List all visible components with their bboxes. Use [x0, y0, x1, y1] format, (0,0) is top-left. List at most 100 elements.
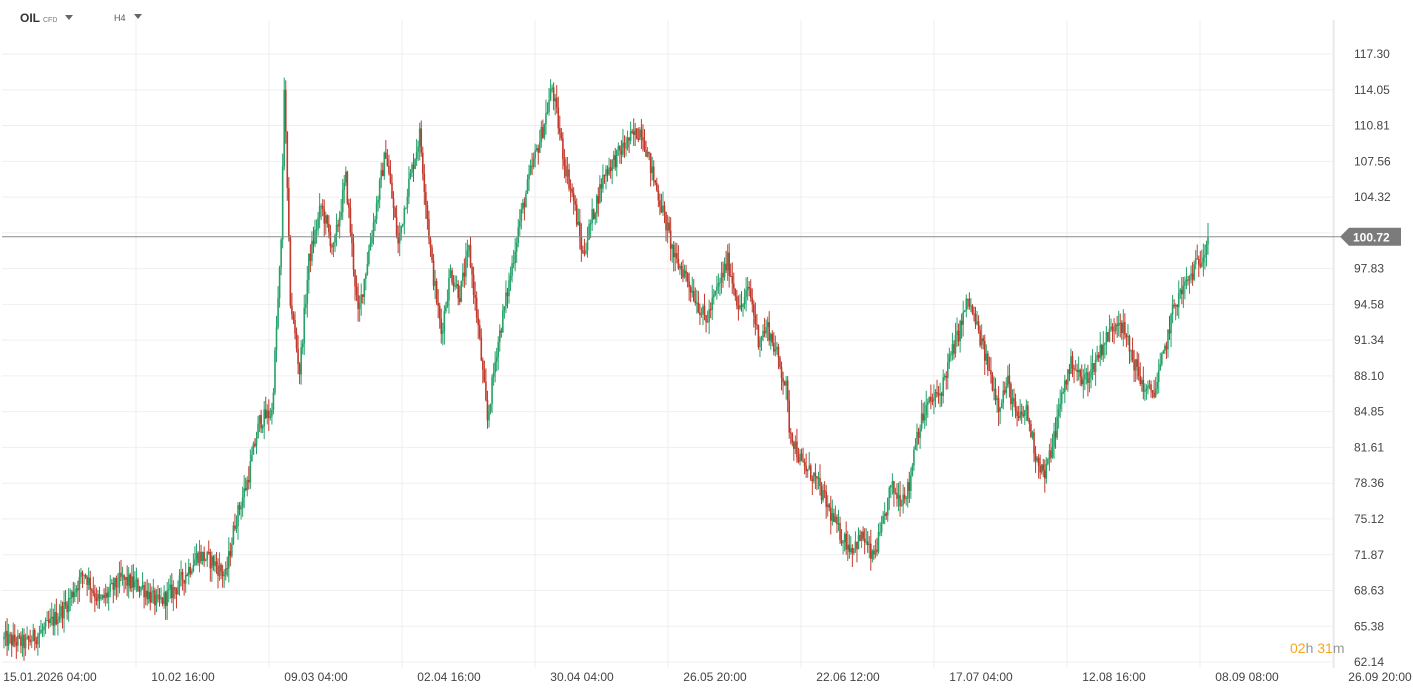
candle-body [497, 342, 500, 358]
candle-body [586, 239, 589, 251]
candle-body [1003, 390, 1006, 393]
candle-body [980, 338, 983, 346]
candle-countdown: 02h 31m [1290, 640, 1345, 656]
price-axis[interactable]: 117.30114.05110.81107.56104.32101.0797.8… [1354, 47, 1391, 669]
candle-body [154, 590, 156, 606]
candle-body [565, 165, 567, 177]
candle-body [850, 548, 852, 553]
candle-body [7, 634, 10, 646]
candle-body [535, 148, 538, 151]
candle-body [828, 504, 831, 508]
symbol-selector[interactable]: OIL CFD [20, 11, 74, 25]
candle-body [822, 490, 824, 501]
candle-body [1016, 411, 1018, 417]
candle-body [896, 492, 898, 499]
candle-body [201, 551, 204, 561]
candle-body [94, 593, 96, 599]
candle-body [531, 165, 533, 167]
candle-body [1064, 380, 1066, 392]
candle-body [559, 128, 561, 134]
candle-body [528, 173, 530, 180]
candle-body [851, 548, 854, 554]
candle-body [706, 321, 709, 323]
candle-body [1073, 368, 1075, 370]
candle-body [1048, 450, 1051, 460]
timeframe-selector[interactable]: H4 [114, 13, 142, 23]
candle-body [77, 588, 79, 591]
candle-body [612, 155, 615, 161]
candle-body [985, 353, 988, 361]
candle-body [6, 630, 8, 646]
candle-body [913, 449, 915, 466]
candle-body [940, 393, 943, 396]
candle-body [1191, 273, 1194, 280]
candle-body [383, 152, 386, 176]
candle-body [523, 202, 526, 208]
candle-body [346, 171, 349, 204]
candle-body [392, 198, 395, 209]
candle-body [468, 245, 470, 251]
candle-body [948, 354, 951, 363]
candle-body [200, 551, 202, 561]
candle-body [967, 298, 969, 300]
candle-body [385, 152, 387, 159]
candle-body [620, 150, 623, 155]
candle-body [1128, 335, 1131, 352]
candle-body [1168, 329, 1171, 334]
candle-body [768, 322, 771, 341]
candle-body [599, 184, 601, 204]
candle-body [160, 597, 162, 600]
candle-body [448, 277, 450, 301]
countdown-hours: 02 [1290, 640, 1306, 656]
candle-body [773, 343, 775, 352]
candle-body [264, 409, 267, 419]
candle-body [694, 300, 697, 304]
candle-body [634, 128, 637, 135]
candle-body [411, 164, 413, 173]
candle-body [1196, 258, 1199, 260]
time-axis[interactable]: 15.01.2026 04:00 10.02 16:00 09.03 04:00 02… [3, 670, 1412, 684]
candle-body [732, 283, 735, 289]
candle-body [194, 559, 196, 566]
candle-body [332, 242, 335, 248]
candle-body [32, 629, 35, 642]
candle-body [229, 551, 232, 557]
candle-body [124, 577, 127, 580]
candle-body [751, 297, 754, 305]
candle-body [508, 280, 510, 297]
x-tick-label: 22.06 12:00 [816, 670, 880, 684]
candle-body [138, 590, 141, 592]
candle-body [328, 223, 330, 233]
candle-body [294, 320, 296, 334]
candle-body [518, 220, 521, 228]
candle-body [1119, 323, 1122, 325]
candle-body [258, 415, 261, 424]
candle-body [286, 131, 289, 189]
candle-body [455, 284, 458, 287]
candle-body [209, 552, 212, 569]
candle-body [1071, 356, 1074, 369]
candle-body [560, 133, 563, 139]
candle-body [1148, 384, 1151, 386]
candle-body [271, 409, 273, 417]
candle-body [965, 298, 968, 311]
candle-body [617, 146, 620, 150]
candle-body [166, 590, 169, 606]
candle-body [1144, 390, 1146, 392]
candle-body [515, 242, 518, 252]
candle-body [70, 591, 73, 598]
candle-body [671, 244, 674, 249]
candle-body [816, 476, 818, 479]
candle-body [540, 126, 543, 143]
candle-body [866, 541, 869, 545]
candle-body [178, 575, 181, 587]
candle-body [928, 396, 931, 403]
candle-body [803, 462, 806, 467]
candle-body [400, 225, 403, 233]
candle-body [1176, 305, 1179, 308]
candle-body [717, 282, 720, 287]
candle-body [266, 410, 269, 419]
candle-body [118, 572, 121, 587]
candle-body [520, 209, 523, 221]
